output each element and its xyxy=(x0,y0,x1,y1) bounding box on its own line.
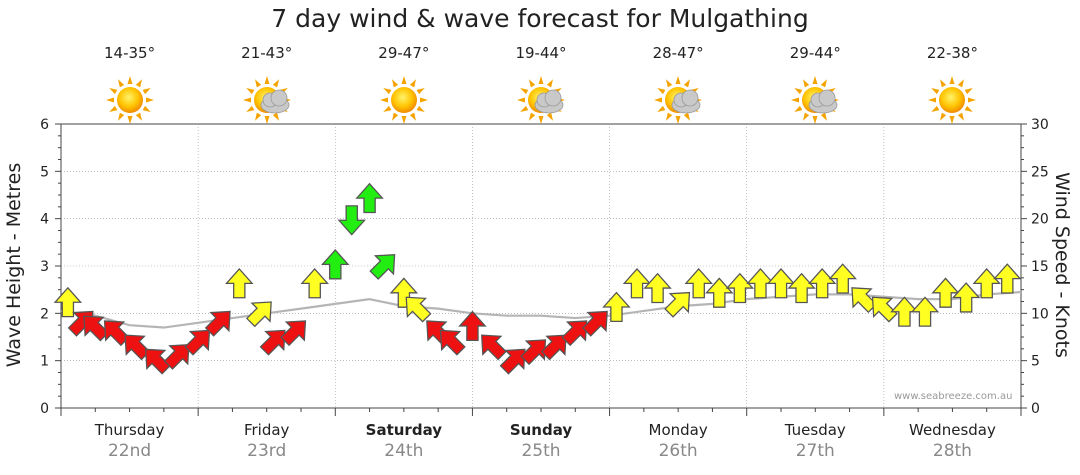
wind-arrow xyxy=(787,272,816,304)
wind-arrow xyxy=(643,272,672,304)
y-tick-label-left: 0 xyxy=(40,401,49,417)
partly-cloudy-icon xyxy=(654,76,703,124)
y-tick-label-left: 6 xyxy=(40,117,49,133)
partly-cloudy-icon xyxy=(517,76,565,124)
wind-arrow xyxy=(931,277,960,308)
day-date: 22nd xyxy=(107,441,152,461)
wind-arrow xyxy=(405,296,432,323)
day-temperature: 21-43° xyxy=(241,44,293,62)
chart-title: 7 day wind & wave forecast for Mulgathin… xyxy=(271,4,809,33)
wind-arrow xyxy=(993,263,1022,294)
y-axis-label-left: Wave Height - Metres xyxy=(3,162,25,368)
day-date: 25th xyxy=(521,441,561,461)
wind-arrow xyxy=(163,343,190,370)
day-name: Wednesday xyxy=(909,421,996,439)
wind-arrow xyxy=(458,310,487,341)
wind-arrow xyxy=(725,272,755,304)
day-temperature: 22-38° xyxy=(926,44,978,62)
partly-cloudy-icon xyxy=(791,76,840,124)
wind-arrow xyxy=(53,286,83,318)
sunny-icon xyxy=(379,76,428,124)
wind-arrow xyxy=(439,329,466,356)
day-date: 23rd xyxy=(247,441,287,461)
day-label: Tuesday 27th xyxy=(747,420,883,462)
wind-arrow xyxy=(355,182,384,214)
wind-arrow xyxy=(972,267,1001,299)
wind-arrow xyxy=(664,291,691,318)
day-label: Friday 23rd xyxy=(199,420,335,462)
day-name: Saturday xyxy=(365,421,443,439)
partly-cloudy-icon xyxy=(242,76,291,124)
day-date: 26th xyxy=(658,441,698,461)
wind-arrow xyxy=(184,329,211,356)
wind-arrow xyxy=(828,263,857,294)
y-tick-label-right: 5 xyxy=(1031,354,1040,370)
y-axis-label-right: Wind Speed - Knots xyxy=(1051,172,1073,358)
y-tick-label-left: 3 xyxy=(40,259,49,275)
y-tick-label-right: 10 xyxy=(1031,306,1049,322)
wind-arrow xyxy=(622,267,652,299)
wind-arrow xyxy=(602,291,631,323)
day-label: Sunday 25th xyxy=(473,420,609,462)
wind-arrow xyxy=(245,301,272,328)
y-tick-label-right: 30 xyxy=(1031,117,1049,133)
y-tick-label-left: 5 xyxy=(40,164,49,180)
wind-arrow xyxy=(951,282,981,313)
y-tick-label-left: 1 xyxy=(40,354,49,370)
day-temperature: 19-44° xyxy=(515,44,567,62)
wind-arrow xyxy=(581,310,608,337)
wind-arrow xyxy=(369,254,396,280)
day-label: Saturday 24th xyxy=(336,420,472,462)
day-date: 24th xyxy=(384,441,424,461)
wind-arrow xyxy=(481,334,507,361)
day-name: Sunday xyxy=(509,421,573,439)
wind-arrow xyxy=(204,310,231,337)
y-tick-label-right: 25 xyxy=(1031,164,1049,180)
wind-arrow xyxy=(225,267,254,299)
wind-arrow xyxy=(684,267,713,299)
day-date: 28th xyxy=(932,441,972,461)
day-temperature: 14-35° xyxy=(104,44,156,62)
wind-arrow xyxy=(300,267,329,299)
wind-arrow xyxy=(910,296,940,327)
wind-arrow xyxy=(807,267,837,299)
day-label: Monday 26th xyxy=(610,420,746,462)
day-name: Friday xyxy=(243,421,290,439)
y-tick-label-left: 4 xyxy=(40,212,49,228)
sunny-icon xyxy=(928,76,977,124)
day-date: 27th xyxy=(795,441,835,461)
sunny-icon xyxy=(105,76,154,124)
wind-arrow xyxy=(766,267,796,299)
y-tick-label-left: 2 xyxy=(40,306,49,322)
day-temperature: 29-47° xyxy=(378,44,430,62)
wind-arrow xyxy=(337,205,366,236)
day-name: Thursday xyxy=(94,421,165,439)
wind-arrow xyxy=(890,296,919,327)
wind-arrow xyxy=(540,334,567,361)
y-tick-label-right: 20 xyxy=(1031,212,1049,228)
wind-arrow xyxy=(280,320,307,347)
day-temperature: 28-47° xyxy=(652,44,704,62)
wind-arrow xyxy=(705,277,734,308)
day-name: Tuesday xyxy=(784,421,846,439)
day-name: Monday xyxy=(648,421,708,439)
y-tick-label-right: 0 xyxy=(1031,401,1040,417)
day-label: Thursday 22nd xyxy=(62,420,198,462)
day-temperature: 29-44° xyxy=(789,44,841,62)
credit-text: www.seabreeze.com.au xyxy=(894,391,1013,402)
wind-arrow xyxy=(321,249,350,280)
day-label: Wednesday 28th xyxy=(884,420,1020,462)
wind-arrow xyxy=(746,267,775,299)
y-tick-label-right: 15 xyxy=(1031,259,1049,275)
